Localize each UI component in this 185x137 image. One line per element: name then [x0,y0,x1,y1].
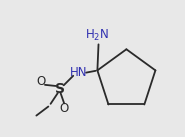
Text: S: S [55,82,65,96]
Text: HN: HN [69,66,87,79]
Text: H$_2$N: H$_2$N [85,28,110,43]
Text: O: O [36,75,46,88]
Text: O: O [60,102,69,115]
